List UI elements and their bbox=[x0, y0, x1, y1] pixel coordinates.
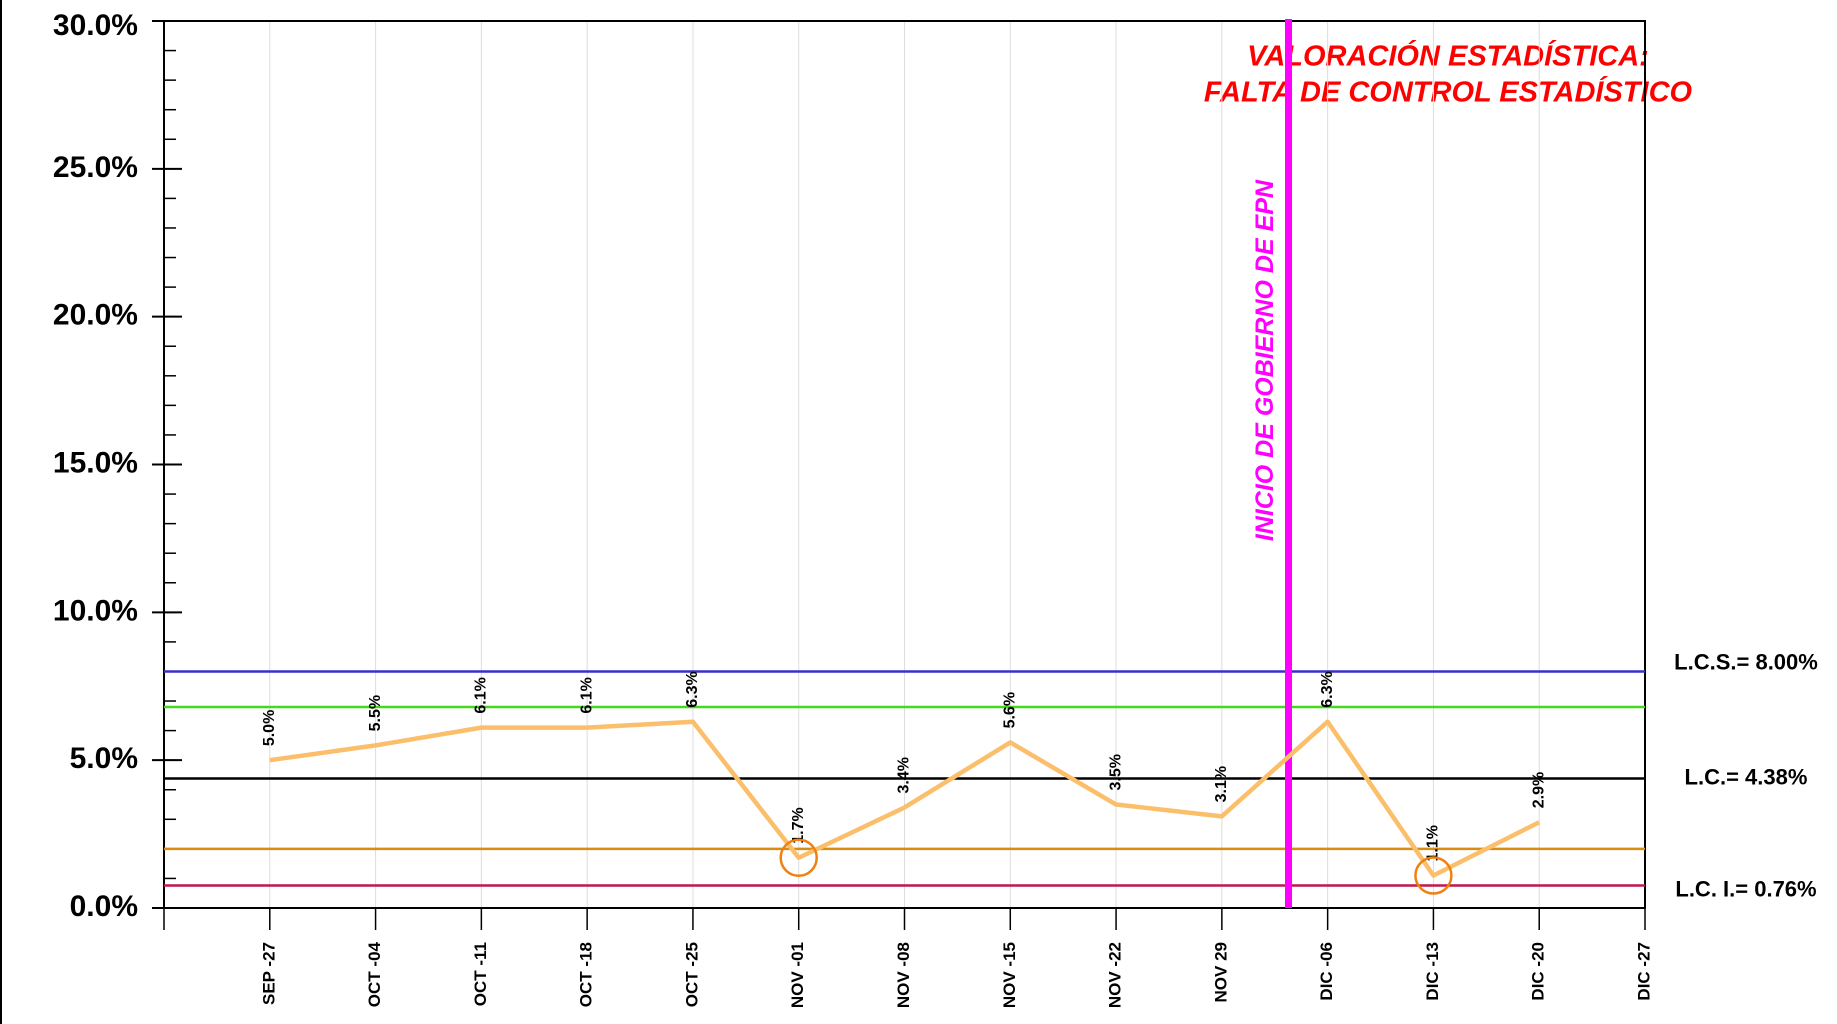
reference-label: L.C.S.= 8.00% bbox=[1674, 649, 1818, 674]
x-tick-label: OCT -18 bbox=[577, 942, 596, 1007]
data-label: 3.1% bbox=[1213, 766, 1230, 802]
x-tick-label: DIC -20 bbox=[1529, 942, 1548, 1001]
x-tick-label: OCT -25 bbox=[682, 942, 701, 1007]
data-label: 2.9% bbox=[1530, 772, 1547, 808]
y-tick-label: 10.0% bbox=[53, 594, 138, 627]
data-label: 5.6% bbox=[1002, 692, 1019, 728]
x-tick-label: DIC -27 bbox=[1634, 942, 1653, 1001]
annotation: FALTA DE CONTROL ESTADÍSTICO bbox=[1204, 76, 1693, 109]
x-tick-label: DIC -13 bbox=[1423, 942, 1442, 1001]
y-tick-label: 20.0% bbox=[53, 299, 138, 332]
x-tick-label: NOV 29 bbox=[1211, 942, 1230, 1002]
x-tick-label: DIC -06 bbox=[1317, 942, 1336, 1001]
y-tick-label: 30.0% bbox=[53, 9, 138, 42]
annotation: VALORACIÓN ESTADÍSTICA: bbox=[1247, 39, 1649, 73]
data-label: 1.1% bbox=[1425, 825, 1442, 861]
x-tick-label: SEP -27 bbox=[259, 942, 278, 1005]
x-tick-label: NOV -15 bbox=[1000, 942, 1019, 1008]
y-tick-label: 15.0% bbox=[53, 446, 138, 479]
data-label: 3.4% bbox=[896, 757, 913, 793]
data-line bbox=[269, 719, 1541, 878]
data-label: 6.1% bbox=[578, 677, 595, 713]
y-tick-label: 5.0% bbox=[70, 742, 138, 775]
data-label: 3.5% bbox=[1107, 754, 1124, 790]
data-label: 6.3% bbox=[1319, 671, 1336, 707]
x-tick-label: OCT -11 bbox=[471, 942, 490, 1006]
reference-label: L.C.= 4.38% bbox=[1685, 764, 1808, 789]
data-label: 6.3% bbox=[684, 671, 701, 707]
x-tick-label: NOV -01 bbox=[788, 942, 807, 1008]
data-label: 5.5% bbox=[367, 695, 384, 731]
data-label: 5.0% bbox=[261, 710, 278, 746]
x-tick-label: NOV -22 bbox=[1106, 942, 1125, 1008]
data-label: 1.7% bbox=[790, 807, 807, 843]
reference-label: L.C. I.= 0.76% bbox=[1675, 876, 1816, 901]
y-tick-label: 0.0% bbox=[70, 890, 138, 923]
x-tick-label: NOV -08 bbox=[894, 942, 913, 1008]
highlight-circle bbox=[779, 838, 818, 877]
data-label: 6.1% bbox=[473, 677, 490, 713]
event-label: INICIO DE GOBIERNO DE EPN bbox=[1251, 179, 1279, 541]
y-tick-label: 25.0% bbox=[53, 151, 138, 184]
x-tick-label: OCT -04 bbox=[365, 941, 384, 1007]
highlight-circle bbox=[1414, 856, 1453, 895]
